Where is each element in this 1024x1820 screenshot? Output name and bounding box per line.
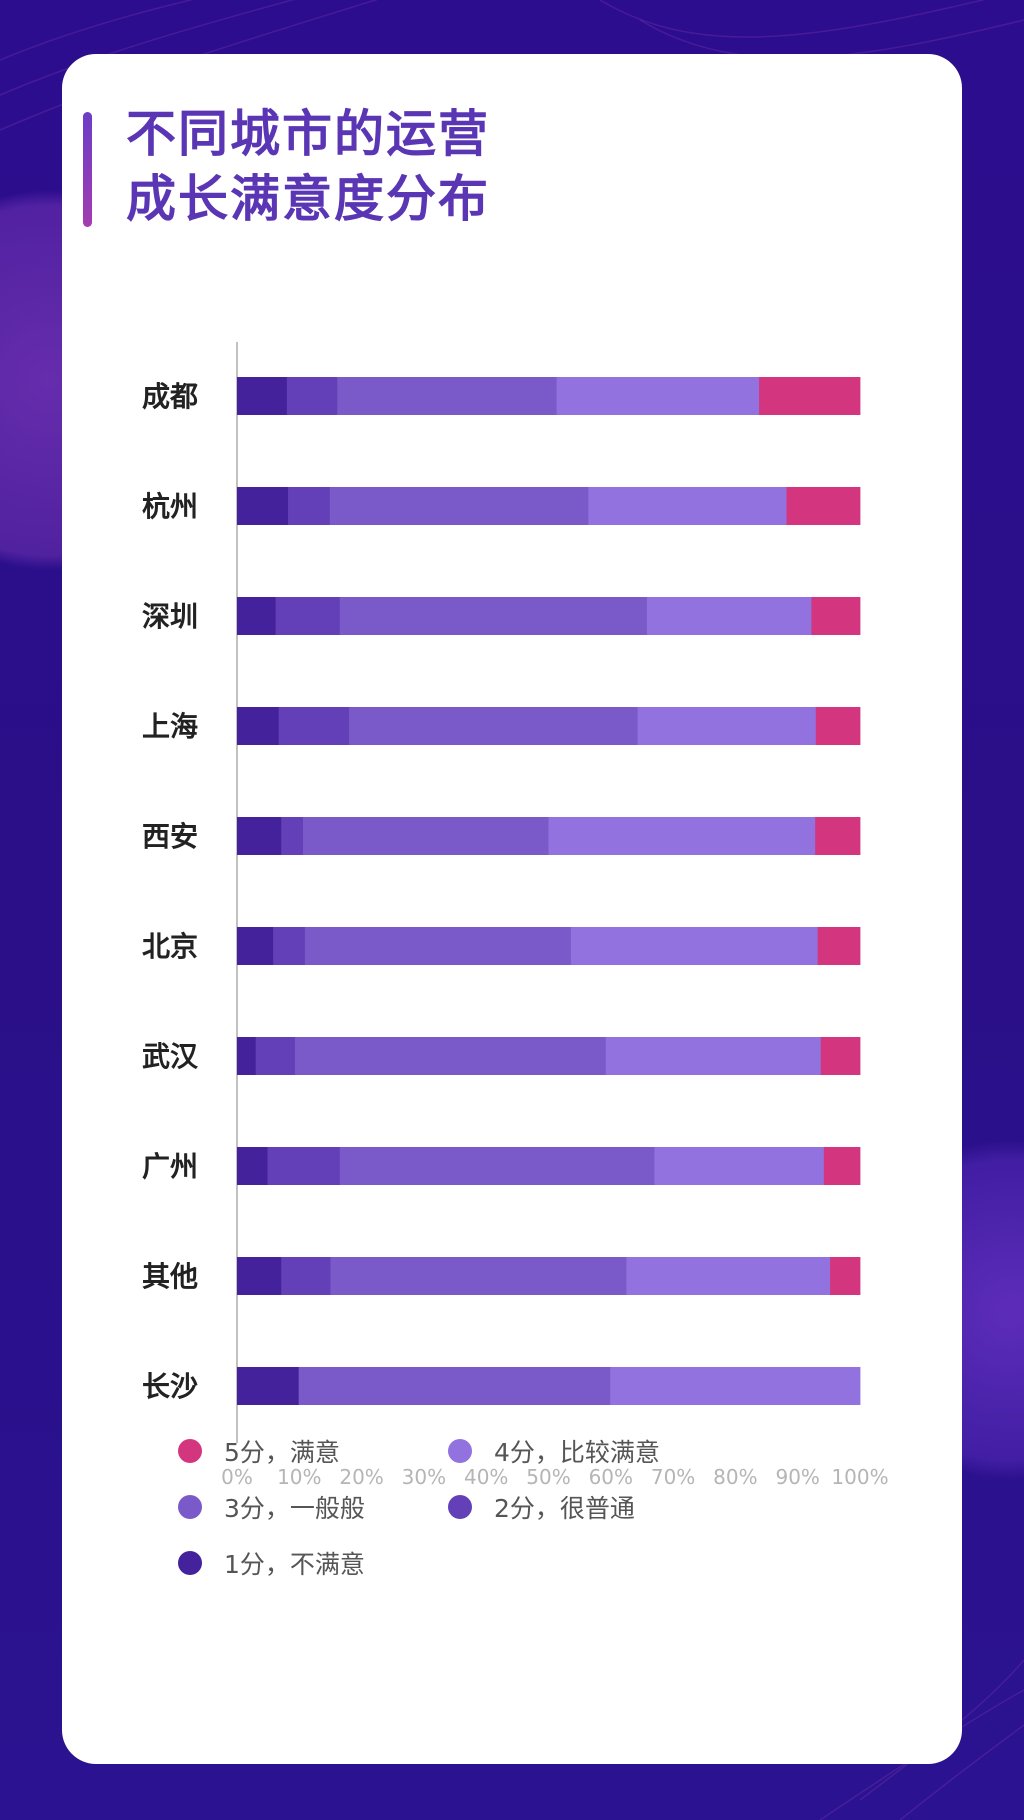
- chart-card: [62, 54, 962, 1764]
- bar-segment: [339, 597, 648, 635]
- x-tick-label: 30%: [402, 1465, 446, 1489]
- bar-segment: [339, 1147, 655, 1185]
- bar-segment: [646, 597, 812, 635]
- bar-segment: [330, 1257, 627, 1295]
- bar-segment: [570, 927, 819, 965]
- legend-item: 1分，不满意: [178, 1545, 448, 1581]
- bar-segment: [626, 1257, 831, 1295]
- bar-segment: [237, 817, 282, 855]
- bar-segment: [237, 377, 288, 415]
- chart-legend: 5分，满意 4分，比较满意 3分，一般般 2分，很普通 1分，不满意: [178, 1433, 738, 1581]
- bar-segment: [759, 377, 861, 415]
- bar-segment: [278, 707, 350, 745]
- legend-label: 3分，一般般: [224, 1494, 365, 1523]
- bar-segment: [815, 707, 861, 745]
- legend-item: 2分，很普通: [448, 1489, 718, 1525]
- bar-segment: [548, 817, 816, 855]
- category-label: 上海: [142, 710, 198, 743]
- bar-segment: [637, 707, 817, 745]
- bar-segment: [811, 597, 861, 635]
- x-tick-label: 0%: [221, 1465, 253, 1489]
- bar-segment: [286, 377, 338, 415]
- x-tick-label: 100%: [831, 1465, 888, 1489]
- bar-segment: [237, 1147, 268, 1185]
- bar-segment: [237, 597, 277, 635]
- bar-segment: [255, 1037, 296, 1075]
- bar-segment: [288, 487, 331, 525]
- legend-label: 2分，很普通: [494, 1494, 635, 1523]
- bar-segment: [820, 1037, 861, 1075]
- bar-segment: [588, 487, 787, 525]
- category-label: 杭州: [142, 490, 198, 523]
- category-label: 成都: [142, 380, 198, 413]
- legend-item: 4分，比较满意: [448, 1433, 718, 1469]
- bar-segment: [654, 1147, 825, 1185]
- category-label: 西安: [142, 820, 198, 853]
- legend-label: 4分，比较满意: [494, 1438, 660, 1467]
- legend-label: 1分，不满意: [224, 1550, 365, 1579]
- bar-segment: [237, 1257, 282, 1295]
- category-label: 深圳: [142, 600, 198, 633]
- bar-segment: [349, 707, 638, 745]
- legend-swatch: [448, 1439, 472, 1463]
- x-tick-label: 50%: [526, 1465, 570, 1489]
- bar-segment: [237, 1037, 257, 1075]
- legend-item: 5分，满意: [178, 1433, 448, 1469]
- bar-segment: [786, 487, 861, 525]
- x-tick-label: 80%: [713, 1465, 757, 1489]
- bar-segment: [275, 597, 341, 635]
- bar-segment: [281, 1257, 331, 1295]
- bar-segment: [267, 1147, 341, 1185]
- bar-segment: [237, 487, 289, 525]
- bar-segment: [556, 377, 760, 415]
- x-tick-label: 40%: [464, 1465, 508, 1489]
- legend-swatch: [178, 1495, 202, 1519]
- category-label: 北京: [142, 930, 198, 963]
- bar-segment: [237, 927, 274, 965]
- chart-title: 不同城市的运营 成长满意度分布: [126, 105, 490, 228]
- category-label: 其他: [142, 1260, 198, 1293]
- bar-segment: [281, 817, 304, 855]
- category-label: 广州: [142, 1150, 198, 1183]
- x-tick-label: 70%: [651, 1465, 695, 1489]
- bar-segment: [329, 487, 589, 525]
- category-label: 武汉: [142, 1040, 199, 1073]
- x-tick-label: 90%: [775, 1465, 819, 1489]
- x-tick-label: 20%: [339, 1465, 383, 1489]
- legend-swatch: [448, 1495, 472, 1519]
- bar-segment: [817, 927, 861, 965]
- bar-segment: [830, 1257, 861, 1295]
- legend-swatch: [178, 1551, 202, 1575]
- title-accent-bar: [83, 112, 92, 227]
- legend-label: 5分，满意: [224, 1438, 340, 1467]
- bar-segment: [294, 1037, 607, 1075]
- bar-segment: [273, 927, 306, 965]
- bar-segment: [303, 817, 549, 855]
- bar-segment: [237, 1367, 300, 1405]
- bar-segment: [823, 1147, 861, 1185]
- legend-item: 3分，一般般: [178, 1489, 448, 1525]
- bar-segment: [237, 707, 280, 745]
- x-tick-label: 60%: [589, 1465, 633, 1489]
- bar-segment: [298, 1367, 611, 1405]
- bar-segment: [610, 1367, 861, 1405]
- category-label: 长沙: [142, 1370, 198, 1403]
- legend-swatch: [178, 1439, 202, 1463]
- bar-segment: [815, 817, 861, 855]
- bar-segment: [605, 1037, 822, 1075]
- bar-segment: [304, 927, 572, 965]
- bar-segment: [337, 377, 557, 415]
- x-tick-label: 10%: [277, 1465, 321, 1489]
